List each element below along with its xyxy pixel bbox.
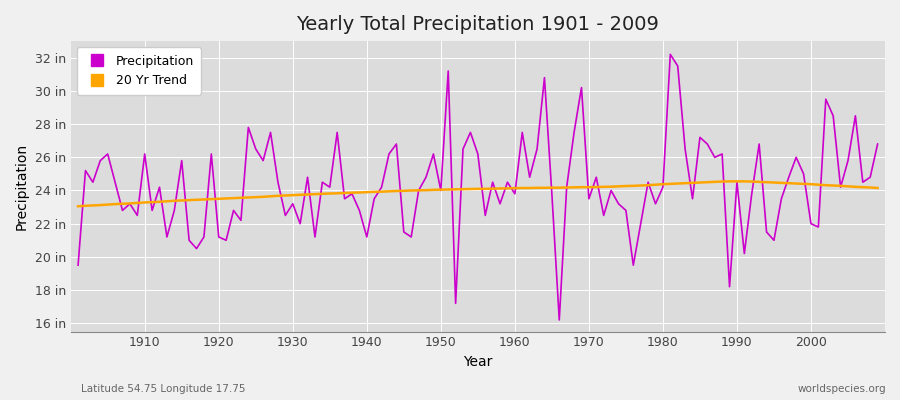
Text: worldspecies.org: worldspecies.org: [798, 384, 886, 394]
X-axis label: Year: Year: [464, 355, 492, 369]
Y-axis label: Precipitation: Precipitation: [15, 143, 29, 230]
Title: Yearly Total Precipitation 1901 - 2009: Yearly Total Precipitation 1901 - 2009: [296, 15, 660, 34]
Legend: Precipitation, 20 Yr Trend: Precipitation, 20 Yr Trend: [76, 47, 202, 95]
Text: Latitude 54.75 Longitude 17.75: Latitude 54.75 Longitude 17.75: [81, 384, 246, 394]
